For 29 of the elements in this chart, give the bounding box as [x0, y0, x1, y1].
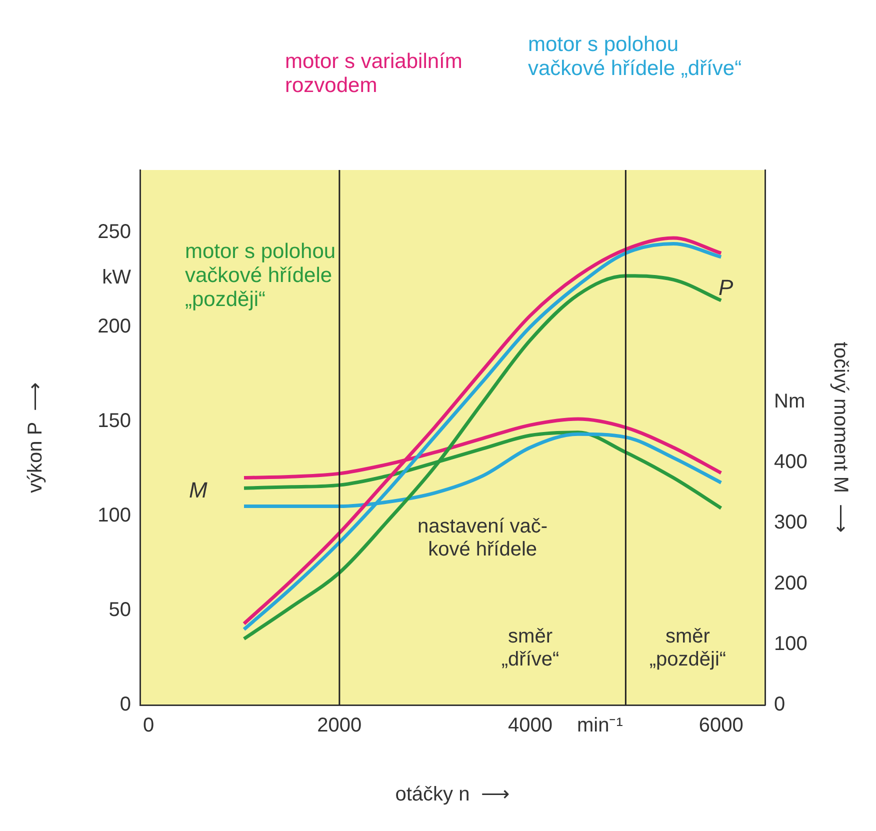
y2-axis-title: točivý moment M ⟶ [829, 342, 852, 534]
y2-tick-label: 0 [774, 694, 786, 716]
x-tick-label: 2000 [317, 714, 362, 737]
x-tick-label: 6000 [698, 714, 744, 737]
y-tick-label: 250 [98, 220, 131, 243]
x-axis-title: otáčky n ⟶ [395, 784, 510, 806]
y-axis-title: výkon P ⟶ [24, 382, 47, 493]
y-tick-label: 200 [98, 315, 131, 338]
y-tick-label: 0 [120, 694, 131, 716]
text: motor s polohou vačkové hřídele „dříve“ [528, 32, 742, 80]
y-tick-label: 150 [98, 410, 131, 432]
text: motor s polohou vačkové hřídele „později“ [185, 240, 336, 311]
annotation: P [718, 275, 734, 300]
y-tick-label: kW [102, 266, 132, 288]
annotation: směr „později“ [649, 625, 726, 670]
y2-tick-label: 100 [774, 632, 808, 655]
annotation: M [189, 478, 208, 503]
y-tick-label: 50 [108, 598, 131, 621]
y2-tick-label: 400 [774, 451, 808, 474]
y2-tick-label: 200 [774, 572, 808, 594]
y2-tick-label: 300 [774, 512, 808, 534]
y-tick-label: 100 [98, 504, 131, 526]
annotation: směr „dříve“ [501, 625, 560, 670]
y2-tick-label: Nm [774, 390, 806, 413]
text: motor s variabilním rozvodem [285, 50, 462, 97]
annotation: nastavení vač- kové hřídele [418, 516, 548, 561]
x-tick-label: 0 [143, 714, 154, 737]
x-tick-label: min⁻¹ [576, 714, 624, 737]
x-tick-label: 4000 [508, 714, 553, 737]
